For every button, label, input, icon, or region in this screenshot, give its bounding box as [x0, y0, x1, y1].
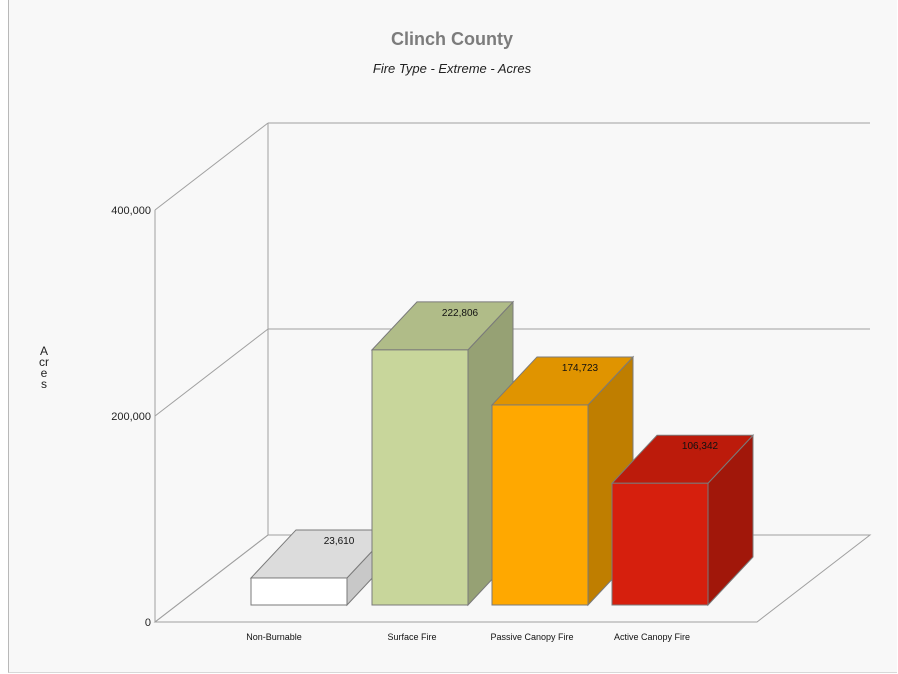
gridline-side — [154, 328, 269, 417]
x-category-label: Passive Canopy Fire — [490, 632, 573, 642]
x-category-label: Non-Burnable — [246, 632, 302, 642]
data-label: 174,723 — [562, 363, 599, 374]
gridline-side — [154, 534, 269, 623]
data-label: 23,610 — [324, 536, 355, 547]
x-category-label: Surface Fire — [387, 632, 436, 642]
chart-title: Clinch County — [391, 29, 513, 49]
gridline-side — [154, 122, 269, 211]
data-label: 106,342 — [682, 441, 719, 452]
bar — [250, 577, 348, 606]
y-tick-label: 0 — [145, 617, 151, 629]
y-axis-label: Acres — [39, 344, 49, 391]
y-tick-label: 200,000 — [111, 411, 151, 423]
x-category-label: Active Canopy Fire — [614, 632, 690, 642]
data-label: 222,806 — [442, 308, 479, 319]
bar — [371, 349, 469, 606]
bar — [491, 404, 589, 606]
bar — [611, 482, 709, 606]
y-tick-label: 400,000 — [111, 205, 151, 217]
chart-subtitle: Fire Type - Extreme - Acres — [372, 61, 532, 76]
